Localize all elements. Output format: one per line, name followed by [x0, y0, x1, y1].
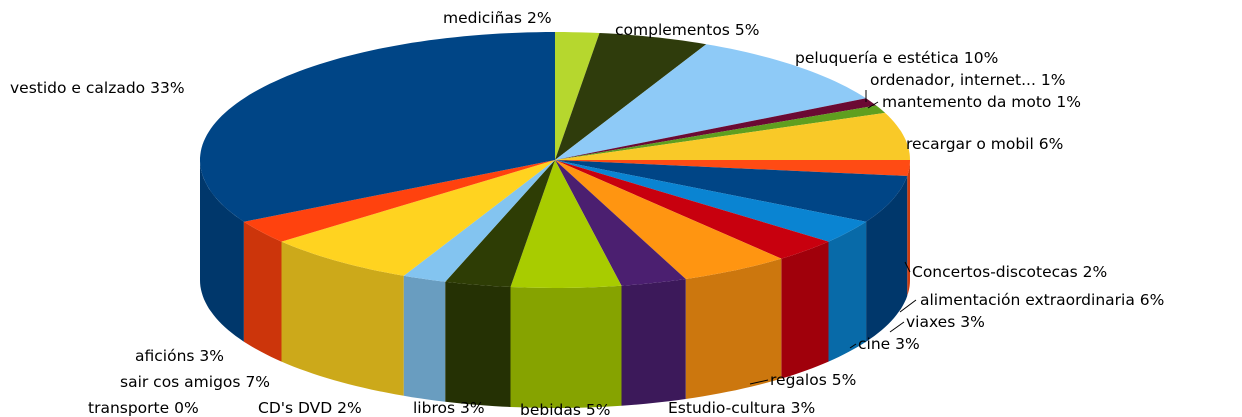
slice-label: viaxes 3%: [906, 313, 985, 331]
category-name: CD's DVD: [258, 399, 332, 417]
category-name: transporte: [88, 399, 169, 417]
slice-label: cine 3%: [858, 335, 920, 353]
slice-label: regalos 5%: [770, 371, 856, 389]
slice-side: [621, 279, 686, 406]
slice: [510, 160, 622, 288]
value-label: 6%: [1140, 291, 1165, 309]
category-name: aficións: [135, 347, 194, 365]
value-label: 7%: [245, 373, 270, 391]
category-name: mediciñas: [443, 9, 522, 27]
value-label: 10%: [964, 49, 998, 67]
category-name: libros: [413, 399, 455, 417]
slice: [555, 160, 782, 279]
value-label: 1%: [1041, 71, 1066, 89]
slice-side: [907, 160, 910, 296]
slice-side: [243, 221, 282, 362]
slice: [555, 160, 829, 259]
slice-side: [281, 241, 404, 396]
category-name: bebidas: [520, 401, 581, 417]
slice-label: mantemento da moto 1%: [882, 93, 1081, 111]
category-name: ordenador, internet...: [870, 71, 1036, 89]
slice-side: [200, 160, 244, 342]
category-name: Concertos-discotecas: [912, 263, 1078, 281]
slice: [243, 160, 555, 242]
slice-label: aficións 3%: [135, 347, 224, 365]
leader-line: [867, 101, 879, 109]
slice-label: complementos 5%: [615, 21, 759, 39]
slice: [403, 160, 555, 282]
category-name: alimentación extraordinaria: [920, 291, 1135, 309]
slice: [555, 33, 707, 160]
value-label: 2%: [527, 9, 552, 27]
value-label: 33%: [150, 79, 184, 97]
slice-label: CD's DVD 2%: [258, 399, 362, 417]
slice-side: [510, 285, 622, 408]
slice: [555, 105, 886, 160]
slice: [200, 32, 555, 222]
slice-label: transporte 0%: [88, 399, 199, 417]
category-name: peluquería e estética: [795, 49, 959, 67]
value-label: 3%: [960, 313, 985, 331]
slice: [555, 32, 600, 160]
slice: [445, 160, 555, 287]
slice-side: [866, 176, 908, 342]
slice-side: [685, 258, 782, 399]
value-label: 5%: [832, 371, 857, 389]
slice: [281, 160, 555, 276]
leader-line: [749, 379, 769, 385]
slice: [555, 44, 867, 161]
slice-side: [781, 241, 829, 379]
slice-label: sair cos amigos 7%: [120, 373, 270, 391]
slice-label: peluquería e estética 10%: [795, 49, 998, 67]
category-name: regalos: [770, 371, 827, 389]
slice-label: mediciñas 2%: [443, 9, 552, 27]
slice: [555, 160, 686, 286]
value-label: 5%: [586, 401, 611, 417]
value-label: 3%: [199, 347, 224, 365]
leader-line: [899, 299, 917, 313]
value-label: 3%: [791, 399, 816, 417]
slice-label: bebidas 5%: [520, 401, 610, 417]
slice: [555, 160, 908, 222]
slice-label: vestido e calzado 33%: [10, 79, 185, 97]
slice: [555, 112, 910, 160]
value-label: 0%: [174, 399, 199, 417]
value-label: 3%: [460, 399, 485, 417]
slice: [555, 160, 910, 176]
slice-side: [403, 275, 446, 402]
category-name: mantemento da moto: [882, 93, 1051, 111]
value-label: 2%: [337, 399, 362, 417]
slice-label: alimentación extraordinaria 6%: [920, 291, 1164, 309]
category-name: viaxes: [906, 313, 955, 331]
category-name: recargar o mobil: [906, 135, 1034, 153]
category-name: vestido e calzado: [10, 79, 145, 97]
value-label: 6%: [1039, 135, 1064, 153]
slice-label: ordenador, internet... 1%: [870, 71, 1065, 89]
leader-line: [849, 343, 857, 349]
category-name: Estudio-cultura: [668, 399, 786, 417]
value-label: 3%: [895, 335, 920, 353]
slice: [555, 98, 877, 160]
category-name: cine: [858, 335, 890, 353]
slice: [555, 160, 867, 242]
value-label: 1%: [1056, 93, 1081, 111]
slice-side: [828, 221, 867, 362]
leader-line: [904, 261, 911, 273]
leader-line: [889, 321, 905, 333]
slice-label: Estudio-cultura 3%: [668, 399, 815, 417]
slice-side: [445, 281, 511, 407]
slice-label: Concertos-discotecas 2%: [912, 263, 1107, 281]
slice-label: recargar o mobil 6%: [906, 135, 1063, 153]
slice-label: libros 3%: [413, 399, 485, 417]
category-name: complementos: [615, 21, 730, 39]
value-label: 5%: [735, 21, 760, 39]
value-label: 2%: [1083, 263, 1108, 281]
category-name: sair cos amigos: [120, 373, 241, 391]
